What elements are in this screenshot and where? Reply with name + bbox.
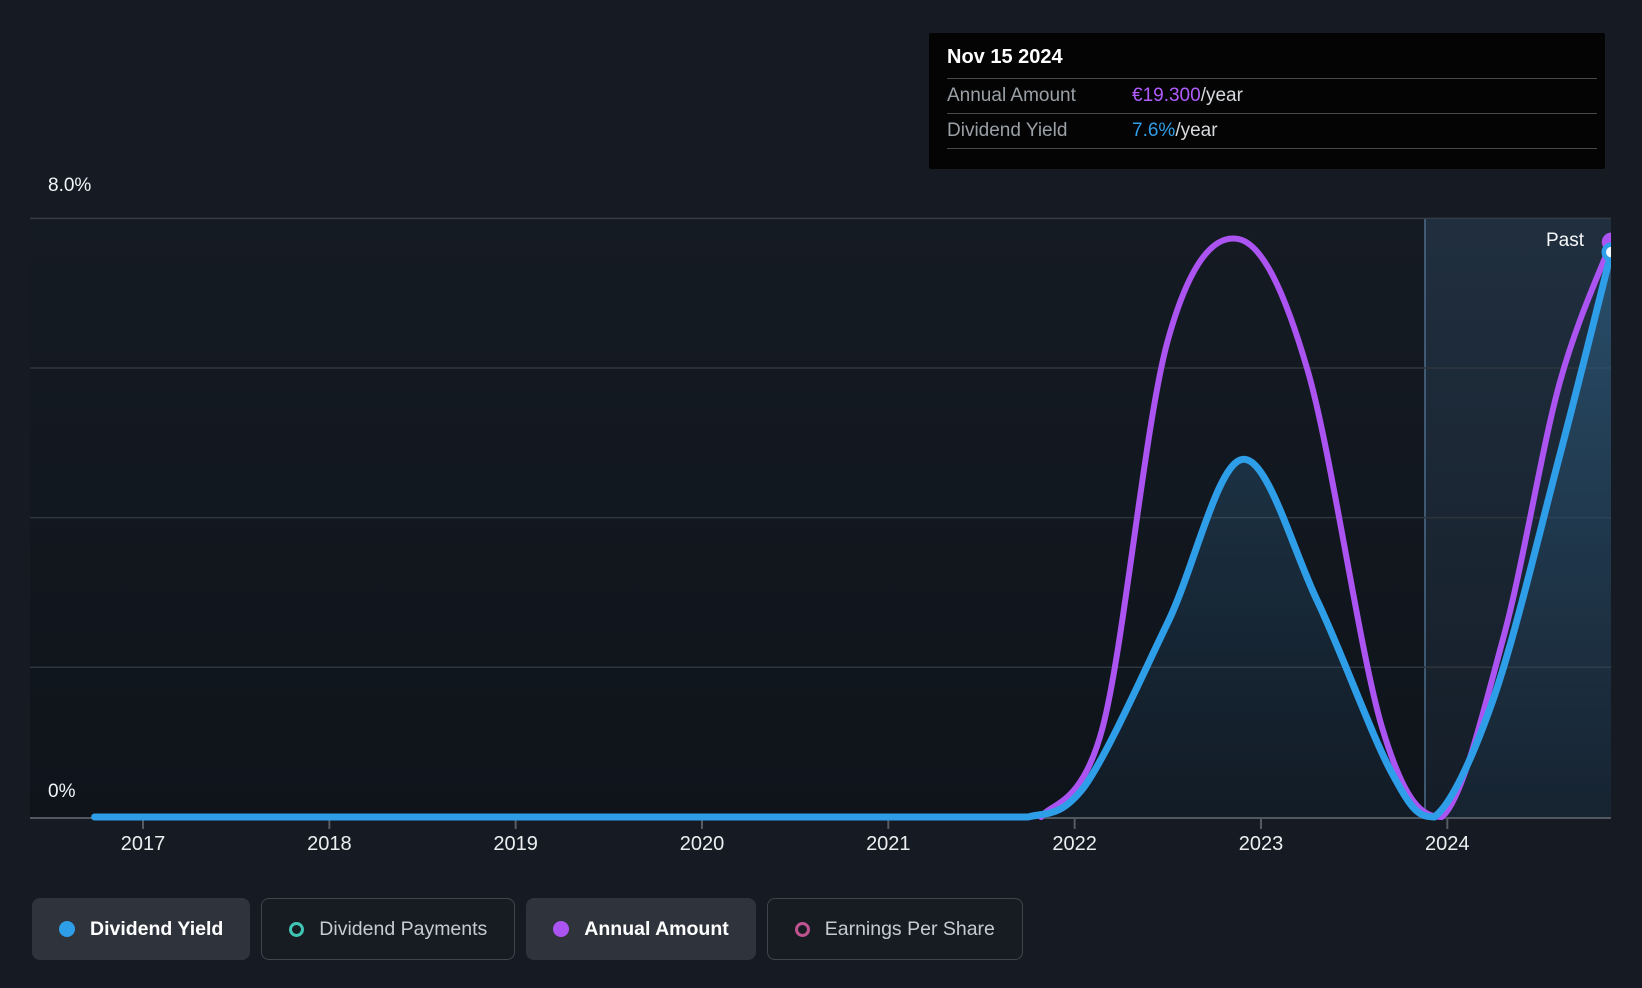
x-axis-label: 2022 xyxy=(1052,833,1097,855)
dividend-payments-ring-icon xyxy=(289,921,305,937)
earnings-per-share-ring-icon xyxy=(794,921,810,937)
legend-label: Dividend Payments xyxy=(319,917,488,940)
legend-item-dividend-payments[interactable]: Dividend Payments xyxy=(261,898,516,960)
x-axis-label: 2019 xyxy=(493,833,538,855)
tooltip-value: €19.300 xyxy=(1132,85,1201,106)
y-axis-label-zero: 0% xyxy=(48,781,76,802)
legend-label: Dividend Yield xyxy=(90,917,224,940)
annual-amount-line xyxy=(1038,235,1611,821)
legend-item-earnings-per-share[interactable]: Earnings Per Share xyxy=(766,898,1023,960)
legend: Dividend Yield Dividend Payments Annual … xyxy=(32,898,1023,960)
dividend-yield-dot-icon xyxy=(59,921,75,937)
legend-item-annual-amount[interactable]: Annual Amount xyxy=(526,898,756,960)
dividend-yield-area xyxy=(94,253,1611,818)
x-axis-label: 2021 xyxy=(866,833,911,855)
x-axis-ticks xyxy=(142,819,1449,829)
x-axis-label: 2020 xyxy=(679,833,725,855)
divider xyxy=(947,113,1597,114)
x-axis-label: 2024 xyxy=(1425,833,1470,855)
legend-label: Earnings Per Share xyxy=(824,917,995,940)
tooltip-row-annual-amount: Annual Amount €19.300/year xyxy=(929,79,1605,113)
dividend-yield-end-marker xyxy=(1601,242,1611,262)
legend-label: Annual Amount xyxy=(584,917,729,940)
tooltip-date: Nov 15 2024 xyxy=(947,46,1063,68)
x-axis-label: 2017 xyxy=(120,833,166,855)
tooltip-label: Annual Amount xyxy=(947,85,1076,106)
legend-item-dividend-yield[interactable]: Dividend Yield xyxy=(32,898,251,960)
chart-tooltip: Nov 15 2024 Annual Amount €19.300/year D… xyxy=(929,33,1605,169)
annual-amount-dot-icon xyxy=(553,921,570,937)
x-axis-label: 2023 xyxy=(1238,833,1284,855)
tooltip-value: 7.6% xyxy=(1132,120,1176,141)
divider xyxy=(947,148,1597,149)
divider xyxy=(947,78,1597,79)
tooltip-label: Dividend Yield xyxy=(947,120,1068,141)
tooltip-value-suffix: /year xyxy=(1175,120,1218,141)
tooltip-value-suffix: /year xyxy=(1200,85,1243,106)
x-axis-label: 2018 xyxy=(307,833,352,855)
dividend-yield-line xyxy=(91,248,1611,821)
tooltip-row-dividend-yield: Dividend Yield 7.6%/year xyxy=(929,114,1605,148)
past-region-label: Past xyxy=(1546,230,1585,251)
y-axis-label-max: 8.0% xyxy=(48,175,92,196)
